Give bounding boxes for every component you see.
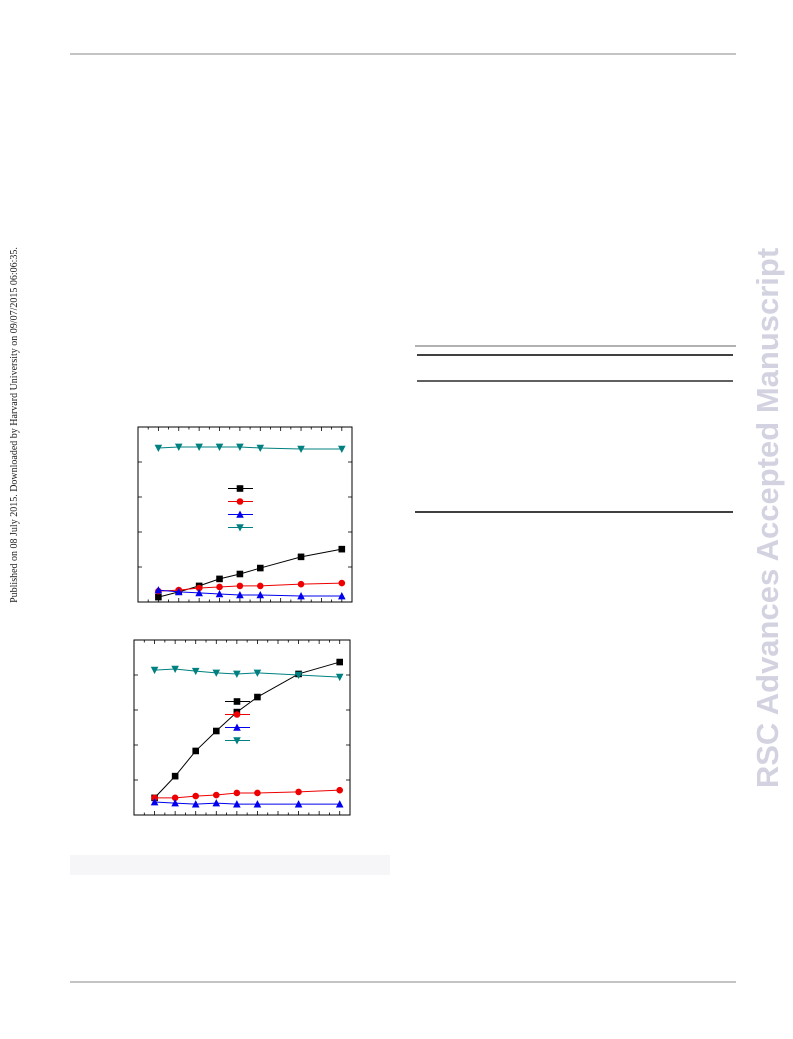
data-point <box>256 564 264 572</box>
data-point <box>212 791 220 799</box>
data-point <box>171 794 179 802</box>
data-point <box>254 693 261 701</box>
data-point <box>336 786 344 794</box>
data-point <box>294 671 303 679</box>
data-point <box>171 665 179 674</box>
data-point <box>195 443 203 451</box>
data-point <box>155 593 162 601</box>
series-line <box>158 582 342 592</box>
data-point <box>253 800 262 808</box>
data-point <box>154 444 163 452</box>
data-point <box>233 670 241 678</box>
data-point <box>171 799 179 807</box>
data-point <box>212 799 221 807</box>
data-point <box>338 445 346 454</box>
legend-marker <box>233 737 241 745</box>
data-point <box>295 788 302 796</box>
data-point <box>151 794 158 802</box>
data-point <box>150 798 159 806</box>
data-point <box>254 789 261 797</box>
legend-marker <box>236 510 244 518</box>
caption-band <box>70 855 390 875</box>
data-point <box>215 589 224 598</box>
data-point <box>191 667 200 676</box>
data-point <box>212 669 221 677</box>
data-point <box>335 673 344 682</box>
data-point <box>336 658 344 666</box>
data-point <box>216 583 223 591</box>
series-line <box>154 668 340 678</box>
data-point <box>297 580 305 588</box>
download-note: Published on 08 July 2015. Downloaded by… <box>9 247 20 603</box>
data-point <box>150 666 159 675</box>
data-point <box>236 570 244 578</box>
data-point <box>294 800 303 808</box>
data-point <box>174 443 183 451</box>
data-point <box>338 592 346 600</box>
data-point <box>256 582 264 590</box>
data-point <box>236 443 244 451</box>
data-point <box>233 800 241 808</box>
watermark: RSC Advances Accepted Manuscript <box>750 248 785 788</box>
legend-marker <box>233 711 241 718</box>
data-point <box>216 575 223 583</box>
data-point <box>195 584 203 592</box>
series-line <box>158 446 342 450</box>
data-point <box>338 579 346 587</box>
legend-marker <box>233 698 241 705</box>
data-point <box>297 592 305 600</box>
data-point <box>174 587 183 596</box>
data-point <box>192 792 200 800</box>
data-point <box>233 789 241 797</box>
plot-frame <box>133 639 351 816</box>
series-line <box>154 661 340 799</box>
data-point <box>338 545 346 553</box>
series-line <box>158 548 342 598</box>
data-point <box>215 443 224 451</box>
data-point <box>236 582 244 590</box>
plot-frame <box>137 426 353 603</box>
data-point <box>192 747 200 755</box>
legend-marker <box>233 723 241 731</box>
data-point <box>171 772 179 780</box>
data-point <box>236 591 244 599</box>
data-point <box>191 800 200 808</box>
legend-marker <box>236 498 244 505</box>
legend-marker <box>236 524 244 532</box>
series-line <box>154 801 340 805</box>
data-point <box>297 553 305 561</box>
data-point <box>253 669 262 677</box>
data-point <box>212 727 220 735</box>
series-line <box>158 589 342 597</box>
legend-marker <box>236 485 244 492</box>
data-point <box>256 444 265 452</box>
data-point <box>297 445 305 454</box>
series-line <box>154 789 340 799</box>
data-point <box>154 586 163 594</box>
data-point <box>256 591 265 599</box>
data-point <box>335 800 344 808</box>
data-point <box>195 588 203 597</box>
